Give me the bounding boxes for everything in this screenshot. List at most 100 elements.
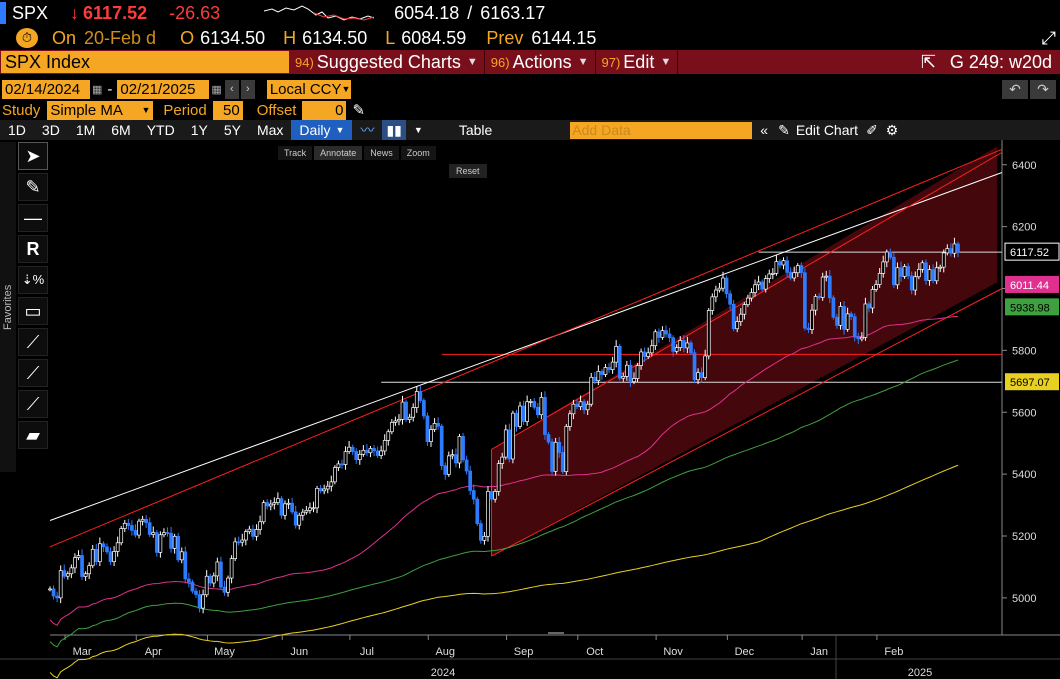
next-period-button[interactable]: › [240,79,255,99]
x-tick-label: Oct [586,646,603,658]
end-date-field[interactable]: 02/21/2025 [117,79,210,99]
reset-button[interactable]: Reset [449,164,487,178]
candle-body [382,440,387,452]
candle-body [343,451,348,465]
ma50-line [49,315,959,626]
candle-body [162,532,166,536]
pen-tool-icon[interactable]: ✎ [18,173,48,201]
add-data-input[interactable]: Add Data [570,121,753,139]
rectangle-tool-icon[interactable]: ▭ [18,297,48,325]
candle-body [884,251,889,263]
period-max[interactable]: Max [256,122,284,138]
offset-field[interactable]: 0 [302,100,347,120]
currency-select[interactable]: Local CCY ▼ [266,79,351,99]
pointer-tool-icon[interactable]: ➤ [18,142,48,170]
candle-body [201,594,205,609]
candle-body [692,352,697,381]
trendline-tool-icon[interactable]: ⟋ [18,328,48,356]
candle-body [756,281,761,286]
calendar-icon[interactable]: ▦ [211,83,222,96]
candle-body [58,570,63,599]
redo-button[interactable]: ↷ [1030,79,1056,99]
security-input[interactable]: SPX Index [1,51,289,73]
candle-body [835,316,839,326]
price-label: 5697.07 [1010,377,1050,389]
candle-body [397,419,401,422]
table-button[interactable]: Table [458,122,493,138]
gauge-icon[interactable]: ⏱ [16,28,38,48]
multi-point-line-tool-icon[interactable]: ⟋ [18,359,48,387]
candle-body [653,331,658,347]
price-label-box [1005,298,1059,316]
candle-body [546,434,551,443]
candle-body [721,277,725,289]
candle-body [122,522,127,529]
undo-button[interactable]: ↶ [1002,79,1028,99]
news-button[interactable]: News [364,146,399,160]
candle-body [931,269,935,282]
candle-body [699,372,704,378]
period-ytd[interactable]: YTD [146,122,175,138]
candle-body [532,401,537,408]
zoom-button[interactable]: Zoom [400,146,436,160]
horizontal-line-tool-icon[interactable]: — [18,204,48,232]
percent-tool-icon[interactable]: ⇣% [18,266,48,294]
price-chart[interactable]: 50005200540056005800600062006400MarAprMa… [0,140,1060,679]
candle-body [76,555,81,559]
calendar-icon[interactable]: ▦ [92,83,103,96]
candle-body [763,278,768,290]
caret-down-icon[interactable]: ▼ [413,125,423,135]
candle-body [674,347,679,352]
candle-body [51,588,56,597]
expand-icon[interactable]: ⤢ [1041,28,1056,48]
pencil-icon[interactable]: ✎ [352,102,366,119]
candle-body [65,573,70,577]
caret-down-icon: ▼ [335,125,345,135]
candle-body [62,570,67,577]
prev-period-button[interactable]: ‹ [224,79,239,99]
candle-body [354,451,359,460]
study-select[interactable]: Simple MA ▼ [47,100,154,120]
candle-body [639,351,643,366]
draw-icon[interactable]: ✐ [866,121,878,138]
edit-menu[interactable]: 97) Edit ▼ [596,50,679,74]
quote-date: 20-Feb d [84,27,157,48]
candle-body [486,491,490,537]
day-high: 6163.17 [480,2,546,23]
frequency-select[interactable]: Daily ▼ [291,120,353,140]
candle-body [197,594,202,609]
suggested-label: Suggested Charts [316,51,461,72]
export-icon[interactable]: ⇱ [920,51,936,72]
track-button[interactable]: Track [278,146,313,160]
candle-body [286,502,291,505]
x-tick-label: Aug [435,646,455,658]
fibonacci-tool-icon[interactable]: ▰ [18,421,48,449]
period-field[interactable]: 50 [212,100,243,120]
period-1m[interactable]: 1M [75,122,96,138]
candle-chart-icon[interactable]: ▮▮ [382,120,406,140]
annotation-r-tool-icon[interactable]: R [18,235,48,263]
actions-menu[interactable]: 96) Actions ▼ [485,50,596,74]
period-1d[interactable]: 1D [8,122,26,138]
candle-body [592,376,597,382]
line-chart-icon[interactable]: 〰 [360,122,375,138]
high-value: 6134.50 [302,27,368,48]
annotate-button[interactable]: Annotate [314,146,363,160]
edit-chart-button[interactable]: Edit Chart [795,122,859,138]
channel-tool-icon[interactable]: ⟋ [18,390,48,418]
on-label: On [52,27,77,48]
period-1y[interactable]: 1Y [190,122,208,138]
period-5y[interactable]: 5Y [223,122,241,138]
collapse-icon[interactable]: « [760,122,769,138]
candle-body [838,306,843,326]
candle-body [432,423,437,430]
favorites-tab[interactable]: Favorites [0,142,16,472]
gear-icon[interactable]: ⚙ [885,121,899,138]
start-date-field[interactable]: 02/14/2024 [2,79,90,99]
candle-body [340,463,344,466]
suggested-charts-menu[interactable]: 94) Suggested Charts ▼ [289,50,485,74]
candle-body [827,275,832,299]
period-6m[interactable]: 6M [111,122,131,138]
period-3d[interactable]: 3D [41,122,60,138]
candle-body [240,539,245,543]
